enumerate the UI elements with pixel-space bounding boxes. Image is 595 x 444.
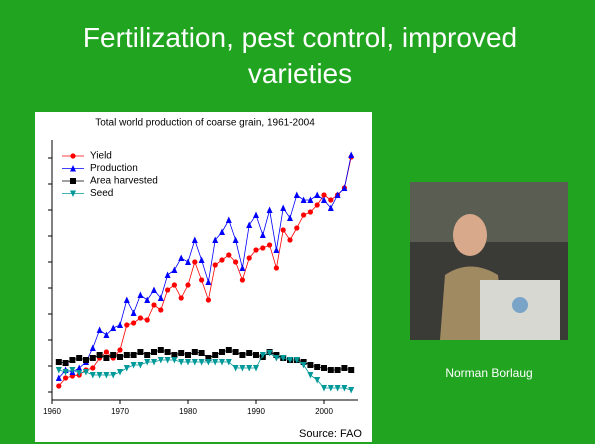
marker [56, 359, 62, 365]
marker [233, 349, 239, 355]
marker [192, 349, 198, 355]
marker [315, 202, 320, 207]
marker [103, 355, 109, 361]
marker [117, 354, 123, 360]
legend-label: Seed [90, 188, 113, 199]
marker [178, 350, 184, 356]
marker [212, 352, 218, 358]
marker [131, 352, 137, 358]
marker [70, 153, 75, 158]
marker [199, 350, 205, 356]
chart-background [35, 112, 372, 442]
marker [219, 257, 224, 262]
photo-caption: Norman Borlaug [410, 366, 568, 380]
x-tick-label: 1980 [179, 407, 197, 416]
marker [110, 352, 116, 358]
marker [165, 349, 171, 355]
marker [97, 352, 103, 358]
marker [69, 357, 75, 363]
marker [124, 352, 130, 358]
marker [240, 277, 245, 282]
marker [137, 349, 143, 355]
marker [274, 265, 279, 270]
marker [287, 237, 292, 242]
marker [90, 355, 96, 361]
x-tick-label: 1970 [111, 407, 129, 416]
marker [348, 367, 354, 373]
marker [239, 352, 245, 358]
marker [185, 282, 190, 287]
legend-label: Production [90, 163, 138, 174]
marker [56, 383, 61, 388]
marker [144, 352, 150, 358]
marker [138, 315, 143, 320]
x-tick-label: 1960 [43, 407, 61, 416]
source-note: Source: FAO [299, 428, 362, 440]
marker [301, 212, 306, 217]
marker [185, 352, 191, 358]
marker [158, 307, 163, 312]
legend-label: Yield [90, 151, 112, 162]
marker [226, 347, 232, 353]
marker [151, 349, 157, 355]
marker [281, 227, 286, 232]
marker [158, 347, 164, 353]
marker [172, 282, 177, 287]
marker [307, 362, 313, 368]
marker [90, 365, 95, 370]
photo [410, 182, 568, 340]
marker [308, 209, 313, 214]
marker [247, 255, 252, 260]
marker [151, 302, 156, 307]
marker [226, 252, 231, 257]
marker [246, 350, 252, 356]
marker [213, 262, 218, 267]
marker [328, 197, 333, 202]
marker [145, 317, 150, 322]
marker [192, 259, 197, 264]
marker [294, 225, 299, 230]
marker [199, 277, 204, 282]
marker [206, 297, 211, 302]
marker [335, 367, 341, 373]
marker [219, 349, 225, 355]
chart-title: Total world production of coarse grain, … [95, 118, 315, 129]
marker [117, 347, 122, 352]
marker [328, 367, 334, 373]
marker [267, 242, 272, 247]
x-tick-label: 2000 [315, 407, 333, 416]
legend-label: Area harvested [90, 176, 158, 187]
marker [76, 355, 82, 361]
marker [70, 178, 76, 184]
marker [124, 322, 129, 327]
marker [63, 375, 68, 380]
marker [104, 349, 109, 354]
marker [253, 352, 259, 358]
marker [165, 287, 170, 292]
marker [63, 360, 69, 366]
marker [314, 364, 320, 370]
marker [253, 247, 258, 252]
marker [321, 365, 327, 371]
marker [260, 245, 265, 250]
marker [83, 357, 89, 363]
marker [341, 365, 347, 371]
marker [131, 320, 136, 325]
marker [179, 295, 184, 300]
marker [233, 259, 238, 264]
x-tick-label: 1990 [247, 407, 265, 416]
slide: Fertilization, pest control, improved va… [0, 0, 595, 444]
